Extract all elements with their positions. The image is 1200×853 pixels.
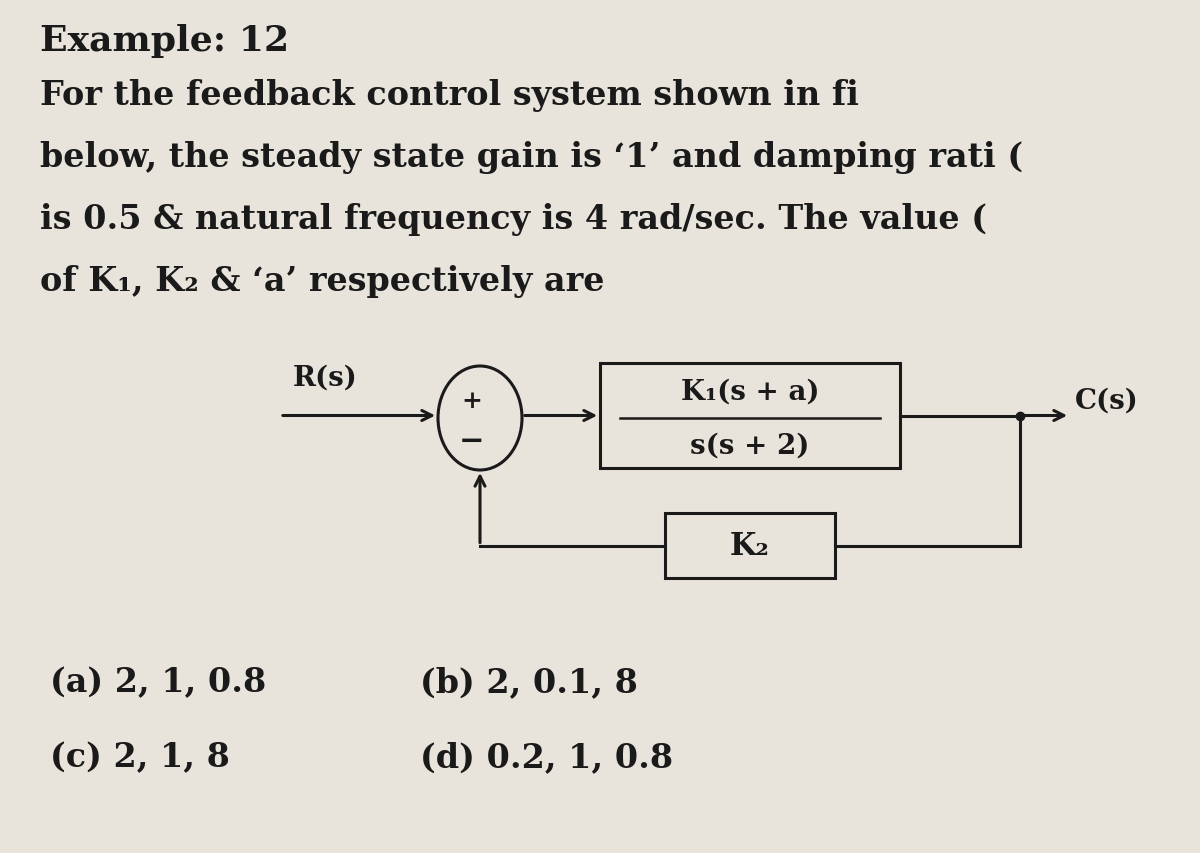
Text: C(s): C(s) bbox=[1075, 387, 1139, 415]
Text: s(s + 2): s(s + 2) bbox=[690, 432, 810, 459]
Text: Example: 12: Example: 12 bbox=[40, 24, 289, 58]
Text: −: − bbox=[460, 425, 485, 456]
Text: +: + bbox=[462, 389, 482, 413]
Text: (b) 2, 0.1, 8: (b) 2, 0.1, 8 bbox=[420, 665, 638, 699]
Text: For the feedback control system shown in fi: For the feedback control system shown in… bbox=[40, 79, 859, 112]
Text: (a) 2, 1, 0.8: (a) 2, 1, 0.8 bbox=[50, 665, 266, 699]
Text: K₁(s + a): K₁(s + a) bbox=[680, 379, 820, 405]
Text: R(s): R(s) bbox=[293, 364, 358, 391]
Text: (d) 0.2, 1, 0.8: (d) 0.2, 1, 0.8 bbox=[420, 740, 673, 773]
Text: (c) 2, 1, 8: (c) 2, 1, 8 bbox=[50, 740, 230, 773]
Text: below, the steady state gain is ‘1’ and damping rati (: below, the steady state gain is ‘1’ and … bbox=[40, 141, 1024, 174]
Text: is 0.5 & natural frequency is 4 rad/sec. The value (: is 0.5 & natural frequency is 4 rad/sec.… bbox=[40, 203, 986, 235]
Text: K₂: K₂ bbox=[730, 531, 770, 561]
Text: of K₁, K₂ & ‘a’ respectively are: of K₁, K₂ & ‘a’ respectively are bbox=[40, 264, 605, 298]
